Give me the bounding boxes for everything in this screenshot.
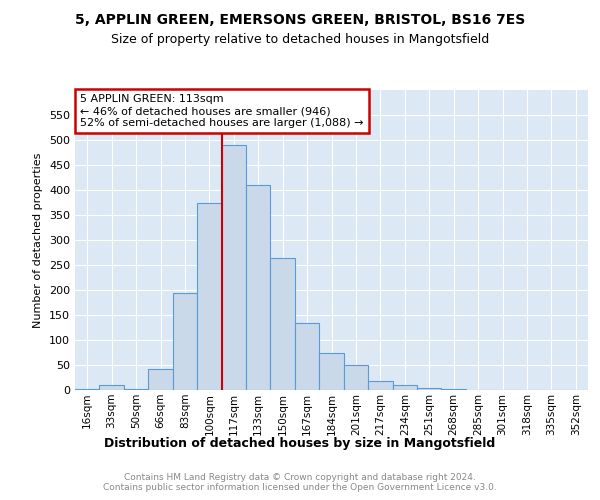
Y-axis label: Number of detached properties: Number of detached properties xyxy=(34,152,43,328)
Bar xyxy=(246,185,271,390)
Bar xyxy=(100,385,124,390)
Bar xyxy=(417,388,442,390)
Text: 5 APPLIN GREEN: 113sqm
← 46% of detached houses are smaller (946)
52% of semi-de: 5 APPLIN GREEN: 113sqm ← 46% of detached… xyxy=(80,94,364,128)
Bar xyxy=(271,258,295,390)
Bar xyxy=(197,202,221,390)
Bar xyxy=(173,292,197,390)
Bar xyxy=(319,352,344,390)
Text: Contains HM Land Registry data © Crown copyright and database right 2024.
Contai: Contains HM Land Registry data © Crown c… xyxy=(103,472,497,492)
Bar xyxy=(295,322,319,390)
Bar xyxy=(442,389,466,390)
Text: 5, APPLIN GREEN, EMERSONS GREEN, BRISTOL, BS16 7ES: 5, APPLIN GREEN, EMERSONS GREEN, BRISTOL… xyxy=(75,12,525,26)
Bar xyxy=(75,388,100,390)
Bar xyxy=(124,388,148,390)
Bar xyxy=(221,145,246,390)
Text: Size of property relative to detached houses in Mangotsfield: Size of property relative to detached ho… xyxy=(111,32,489,46)
Bar xyxy=(392,385,417,390)
Bar xyxy=(344,365,368,390)
Bar xyxy=(368,381,392,390)
Text: Distribution of detached houses by size in Mangotsfield: Distribution of detached houses by size … xyxy=(104,438,496,450)
Bar xyxy=(148,369,173,390)
